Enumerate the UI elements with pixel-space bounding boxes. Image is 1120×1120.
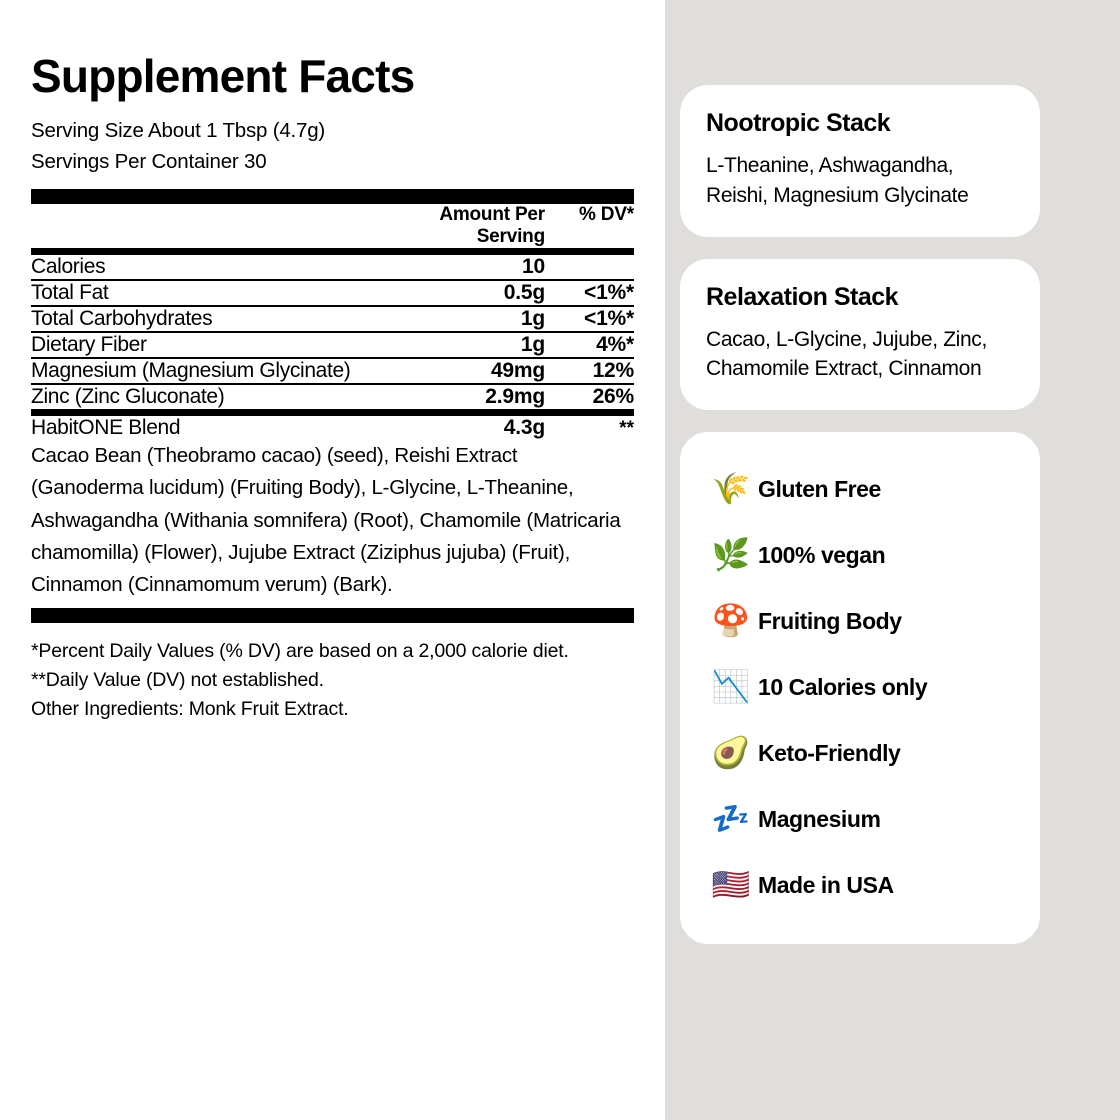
row-divider (31, 330, 634, 333)
table-row: Zinc (Zinc Gluconate) 2.9mg 26% (31, 385, 634, 409)
row-divider (31, 278, 634, 281)
row-dv: <1%* (584, 306, 634, 330)
row-amount: 0.5g (503, 280, 545, 304)
footnote-dv-not-established: **Daily Value (DV) not established. (31, 669, 324, 692)
table-header-row: Amount Per Serving % DV* (31, 204, 634, 248)
sleeping-zzz-icon: 💤 (711, 800, 751, 837)
badge-item: 💤 Magnesium (704, 786, 1020, 852)
row-amount: 49mg (490, 358, 545, 382)
badge-label: 10 Calories only (758, 673, 928, 700)
blend-amount: 4.3g (503, 415, 545, 439)
servings-per-container-text: Servings Per Container 30 (31, 149, 267, 173)
blend-name: HabitONE Blend (31, 415, 181, 439)
table-row: Total Carbohydrates 1g <1%* (31, 307, 634, 331)
row-label: Zinc (Zinc Gluconate) (31, 384, 225, 408)
header-rule-row (31, 247, 634, 255)
nootropic-stack-card: Nootropic Stack L-Theanine, Ashwagandha,… (680, 85, 1040, 237)
blend-ingredients-row: Cacao Bean (Theobramo cacao) (seed), Rei… (31, 440, 634, 602)
row-amount: 2.9mg (485, 384, 545, 408)
footnotes: *Percent Daily Values (% DV) are based o… (31, 623, 634, 725)
row-dv: 26% (592, 384, 635, 408)
column-header-dv: % DV* (579, 203, 634, 225)
relaxation-stack-text: Cacao, L-Glycine, Jujube, Zinc, Chamomil… (706, 327, 987, 381)
badge-item: 🍄 Fruiting Body (704, 588, 1020, 654)
badge-item: 🥑 Keto-Friendly (704, 720, 1020, 786)
supplement-facts-panel: Supplement Facts Serving Size About 1 Tb… (31, 50, 635, 725)
row-dv: 12% (592, 358, 635, 382)
badges-card: 🌾 Gluten Free 🌿 100% vegan 🍄 Fruiting Bo… (680, 432, 1040, 945)
badge-item: 🌾 Gluten Free (704, 456, 1020, 522)
badge-label: Fruiting Body (758, 607, 902, 634)
nootropic-stack-text: L-Theanine, Ashwagandha, Reishi, Magnesi… (706, 154, 969, 207)
nutrition-table: Amount Per Serving % DV* Calories 10 Tot… (31, 204, 634, 602)
row-label: Total Carbohydrates (31, 306, 213, 330)
table-row: Calories 10 (31, 255, 634, 279)
table-row: Total Fat 0.5g <1%* (31, 281, 634, 305)
blend-dv: ** (619, 417, 634, 439)
row-label: Dietary Fiber (31, 332, 147, 356)
row-dv: <1%* (584, 280, 634, 304)
relaxation-stack-card: Relaxation Stack Cacao, L-Glycine, Jujub… (680, 258, 1040, 411)
avocado-icon: 🥑 (711, 734, 751, 771)
usa-flag-icon: 🇺🇸 (711, 866, 751, 903)
row-amount: 1g (520, 332, 545, 356)
badge-label: 100% vegan (758, 541, 886, 568)
table-top-rule (31, 188, 634, 204)
highlights-panel: Nootropic Stack L-Theanine, Ashwagandha,… (665, 0, 1120, 1120)
badge-label: Made in USA (758, 871, 894, 898)
header-bottom-rule (31, 247, 634, 255)
badge-label: Magnesium (758, 805, 881, 832)
footnote-other-ingredients: Other Ingredients: Monk Fruit Extract. (31, 698, 349, 721)
table-bottom-rule (31, 607, 634, 623)
row-amount: 1g (520, 306, 545, 330)
column-header-amount: Amount Per Serving (439, 203, 545, 247)
row-label: Magnesium (Magnesium Glycinate) (31, 358, 351, 382)
row-amount: 10 (522, 254, 545, 278)
row-label: Calories (31, 254, 106, 278)
table-row: Magnesium (Magnesium Glycinate) 49mg 12% (31, 359, 634, 383)
nutrition-table-body: Amount Per Serving % DV* Calories 10 Tot… (31, 204, 634, 602)
table-row: Dietary Fiber 1g 4%* (31, 333, 634, 357)
row-label: Total Fat (31, 280, 109, 304)
footnote-daily-values: *Percent Daily Values (% DV) are based o… (31, 639, 569, 662)
column-header-name (31, 204, 423, 248)
blend-top-rule-row (31, 408, 634, 416)
blend-row: HabitONE Blend 4.3g ** (31, 416, 634, 440)
serving-size-text: Serving Size About 1 Tbsp (4.7g) (31, 119, 326, 143)
mushroom-icon: 🍄 (711, 602, 751, 639)
blend-top-rule (31, 408, 634, 416)
row-dv (545, 255, 634, 279)
row-divider (31, 356, 634, 359)
badge-label: Keto-Friendly (758, 739, 901, 766)
herb-icon: 🌿 (711, 536, 751, 573)
badge-item: 📉 10 Calories only (704, 654, 1020, 720)
row-dv: 4%* (596, 332, 634, 356)
blend-ingredients: Cacao Bean (Theobramo cacao) (seed), Rei… (31, 443, 621, 597)
row-divider (31, 382, 634, 385)
page-title: Supplement Facts (31, 50, 415, 102)
badge-item: 🌿 100% vegan (704, 522, 1020, 588)
badge-label: Gluten Free (758, 475, 881, 502)
sheaf-of-rice-icon: 🌾 (711, 470, 751, 507)
nootropic-stack-title: Nootropic Stack (706, 109, 891, 137)
row-divider (31, 304, 634, 307)
relaxation-stack-title: Relaxation Stack (706, 282, 899, 311)
badge-item: 🇺🇸 Made in USA (704, 852, 1020, 918)
chart-decreasing-icon: 📉 (711, 668, 751, 705)
